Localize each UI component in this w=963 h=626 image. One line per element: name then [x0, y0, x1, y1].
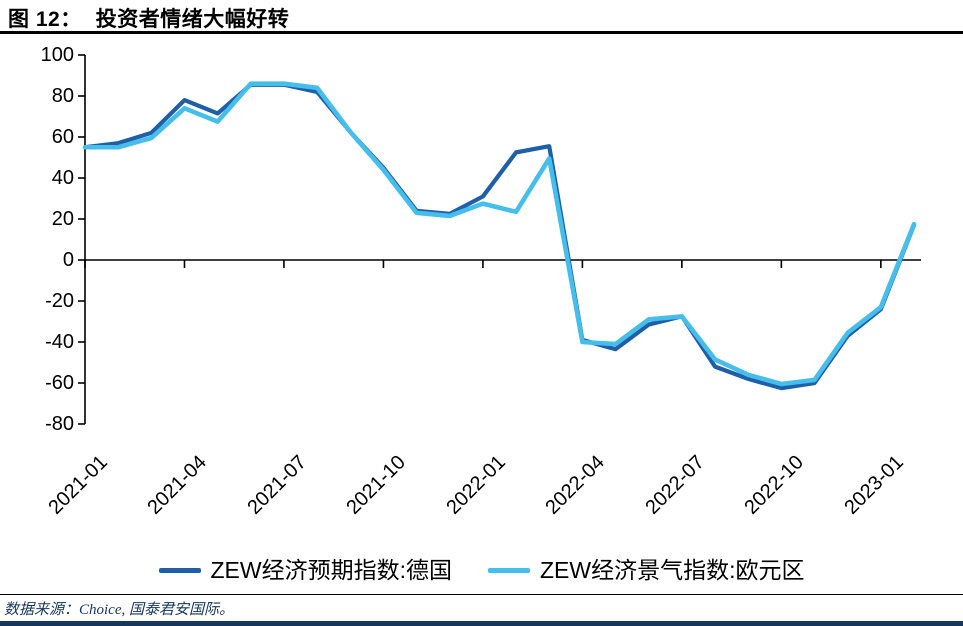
y-axis-label: 0	[62, 249, 74, 271]
y-axis-label: 60	[51, 126, 74, 148]
footer-divider	[0, 594, 963, 595]
figure-label: 图 12：	[8, 8, 82, 31]
legend-item-eurozone: ZEW经济景气指数:欧元区	[488, 557, 805, 583]
y-axis-label: -20	[45, 290, 74, 312]
y-axis-label: 100	[40, 44, 74, 66]
y-axis-label: -80	[45, 413, 74, 435]
figure-header: 图 12： 投资者情绪大幅好转	[0, 0, 963, 34]
figure-title-text: 投资者情绪大幅好转	[95, 8, 290, 31]
series-line-eurozone	[82, 81, 917, 387]
chart-legend: ZEW经济预期指数:德国 ZEW经济景气指数:欧元区	[0, 552, 963, 588]
y-axis-label: 40	[51, 167, 74, 189]
y-axis-label: 80	[51, 85, 74, 107]
legend-swatch-germany	[158, 567, 201, 573]
series-line-germany	[82, 82, 917, 391]
legend-item-germany: ZEW经济预期指数:德国	[158, 557, 453, 583]
figure-title: 图 12： 投资者情绪大幅好转	[8, 3, 289, 33]
y-axis-label: -40	[45, 331, 74, 353]
bottom-accent-bar	[0, 621, 963, 626]
y-axis-label: 20	[51, 208, 74, 230]
y-axis-label: -60	[45, 372, 74, 394]
legend-swatch-eurozone	[488, 567, 530, 573]
line-chart	[78, 54, 921, 425]
legend-label-germany: ZEW经济预期指数:德国	[210, 557, 453, 583]
legend-label-eurozone: ZEW经济景气指数:欧元区	[540, 557, 805, 583]
source-note: 数据来源：Choice, 国泰君安国际。	[4, 602, 234, 618]
